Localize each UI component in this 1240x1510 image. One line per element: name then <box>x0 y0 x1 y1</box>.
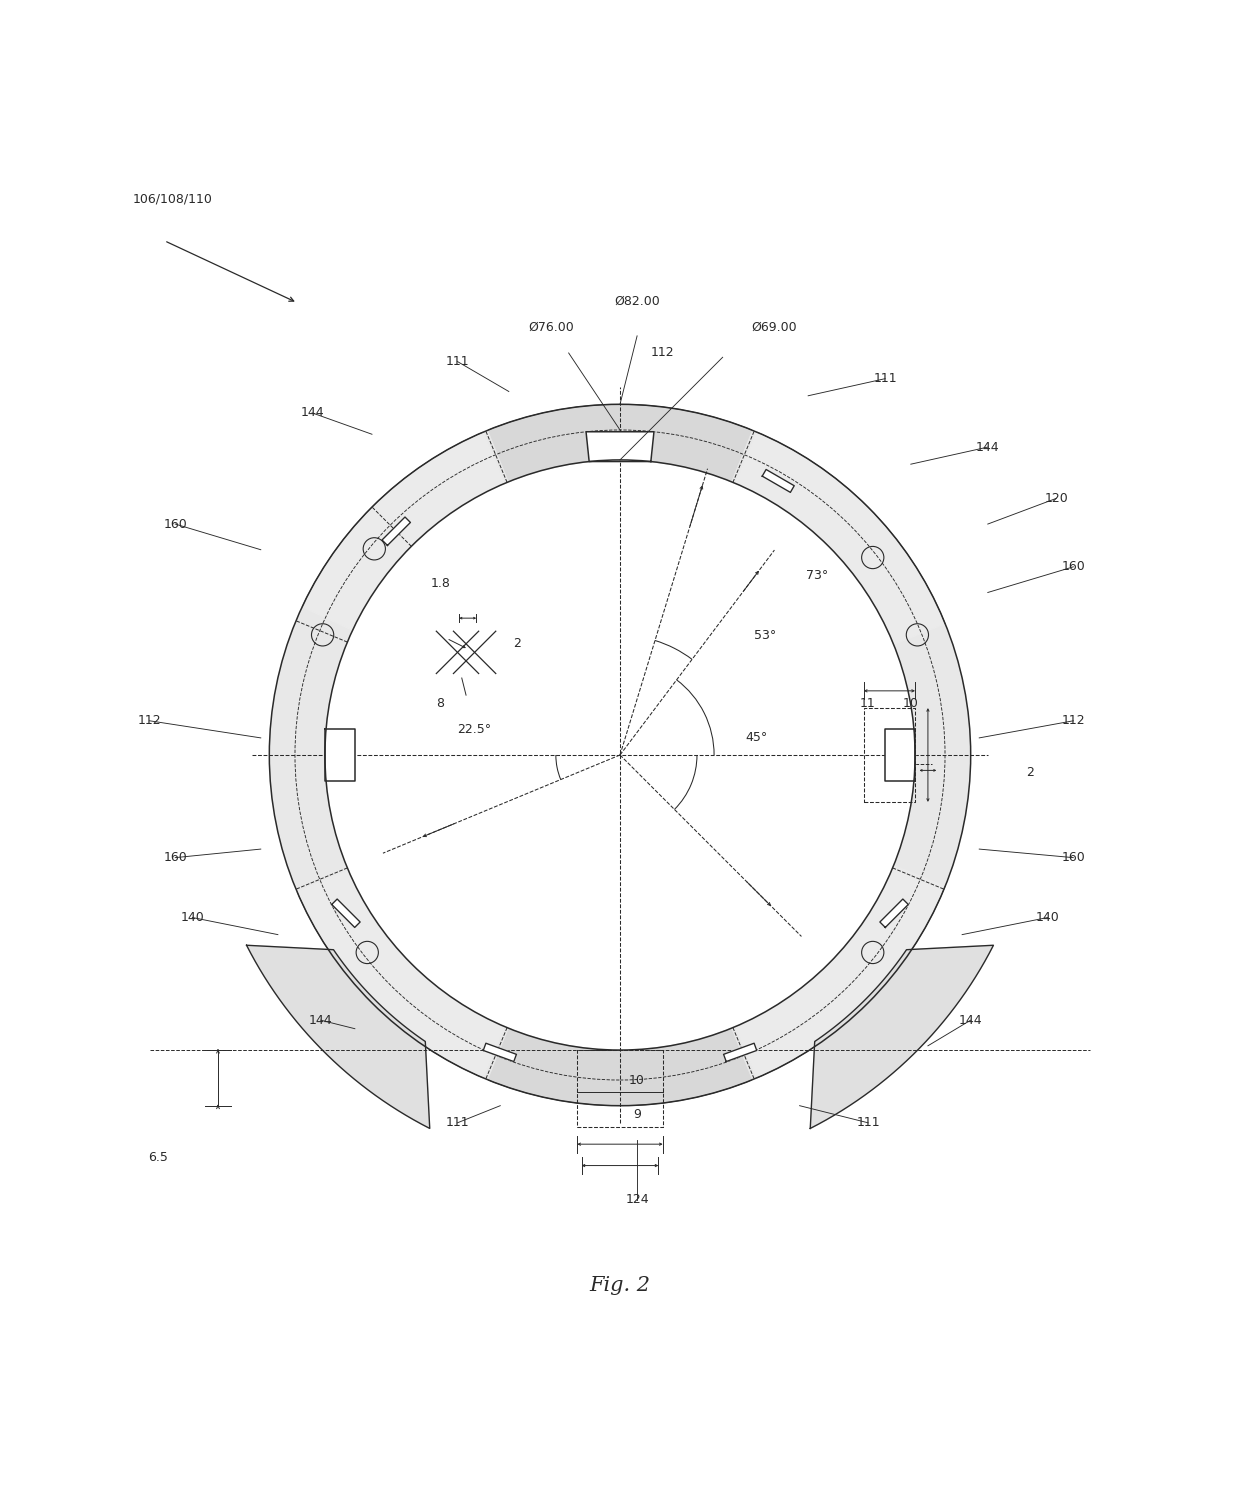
Polygon shape <box>885 729 915 781</box>
Text: 8: 8 <box>436 698 444 710</box>
Text: 124: 124 <box>625 1193 649 1206</box>
Text: 144: 144 <box>976 441 999 453</box>
Text: 160: 160 <box>1061 560 1085 574</box>
Text: 1.8: 1.8 <box>430 577 450 590</box>
Polygon shape <box>587 432 653 462</box>
Polygon shape <box>489 1028 751 1105</box>
Text: 10: 10 <box>629 1074 645 1087</box>
Polygon shape <box>332 898 360 927</box>
Text: 140: 140 <box>181 911 205 924</box>
Polygon shape <box>325 729 355 781</box>
Text: 144: 144 <box>959 1013 982 1027</box>
Text: Ø82.00: Ø82.00 <box>614 294 660 308</box>
Polygon shape <box>489 405 751 482</box>
Text: 160: 160 <box>164 518 187 530</box>
Text: 6.5: 6.5 <box>149 1151 169 1164</box>
Text: 144: 144 <box>300 406 324 420</box>
Text: 111: 111 <box>445 355 469 368</box>
Text: Ø69.00: Ø69.00 <box>751 320 797 334</box>
Text: Fig. 2: Fig. 2 <box>589 1276 651 1294</box>
Text: 45°: 45° <box>745 731 768 744</box>
Text: 120: 120 <box>1044 492 1068 504</box>
Text: 106/108/110: 106/108/110 <box>133 193 212 205</box>
Polygon shape <box>484 1043 516 1062</box>
Text: 160: 160 <box>164 852 187 864</box>
Text: 112: 112 <box>651 346 675 359</box>
Wedge shape <box>269 405 971 1105</box>
Text: 9: 9 <box>634 1108 641 1120</box>
Polygon shape <box>298 870 505 1078</box>
Polygon shape <box>810 945 993 1128</box>
Text: Ø76.00: Ø76.00 <box>528 320 574 334</box>
Text: 112: 112 <box>138 714 161 728</box>
Polygon shape <box>382 516 410 545</box>
Text: 112: 112 <box>1061 714 1085 728</box>
Text: 140: 140 <box>1035 911 1059 924</box>
Text: 22.5°: 22.5° <box>458 723 491 735</box>
Polygon shape <box>763 470 795 492</box>
Text: 10: 10 <box>903 698 919 710</box>
Text: 144: 144 <box>309 1013 332 1027</box>
Polygon shape <box>735 865 945 1078</box>
Text: 53°: 53° <box>754 628 776 642</box>
Text: 11: 11 <box>861 698 875 710</box>
Text: 2: 2 <box>1027 766 1034 779</box>
Polygon shape <box>735 432 945 645</box>
Polygon shape <box>724 1043 756 1062</box>
Text: 111: 111 <box>445 1116 469 1129</box>
Polygon shape <box>303 432 505 630</box>
Text: 160: 160 <box>1061 852 1085 864</box>
Polygon shape <box>247 945 430 1128</box>
Text: 2: 2 <box>513 637 521 651</box>
Polygon shape <box>880 898 908 927</box>
Text: 111: 111 <box>857 1116 880 1129</box>
Text: 73°: 73° <box>806 569 828 581</box>
Text: 111: 111 <box>873 371 897 385</box>
